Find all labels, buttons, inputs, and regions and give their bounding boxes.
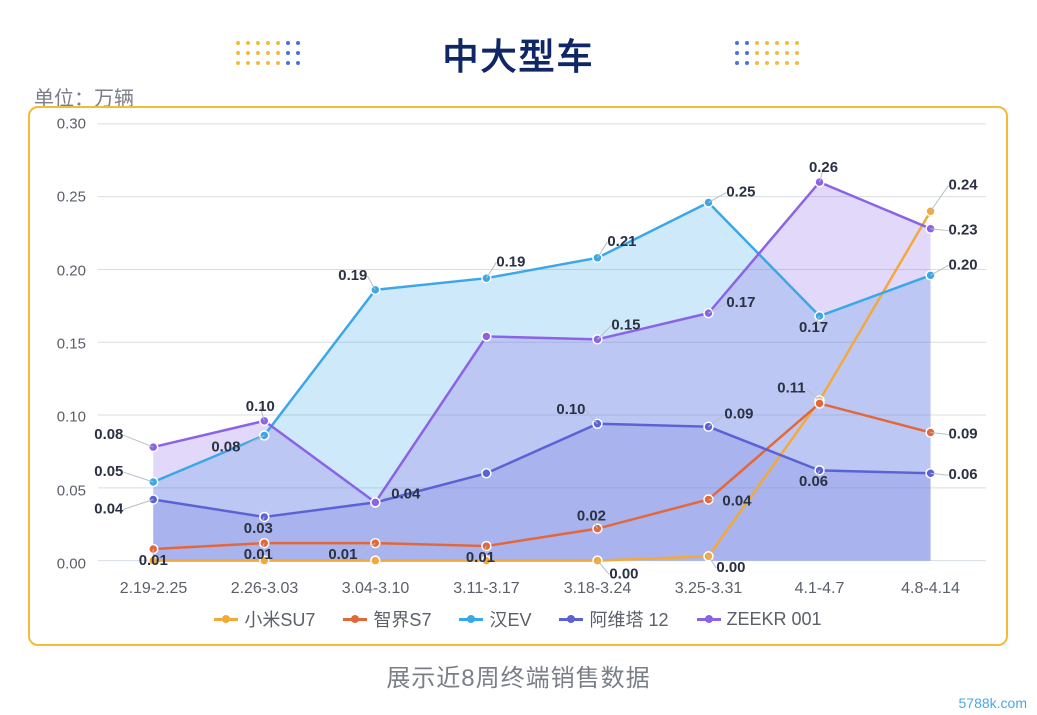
y-axis-labels: 0.000.050.100.150.200.250.30 — [42, 108, 86, 644]
subtitle: 展示近8周终端销售数据 — [0, 658, 1037, 693]
page-title: 中大型车 — [442, 28, 594, 80]
svg-text:0.17: 0.17 — [799, 320, 828, 336]
svg-text:0.01: 0.01 — [466, 550, 495, 566]
x-axis-tick: 4.1-4.7 — [764, 580, 875, 598]
svg-text:0.25: 0.25 — [726, 185, 755, 201]
svg-text:0.23: 0.23 — [948, 223, 977, 239]
legend-label: 汉EV — [489, 606, 531, 632]
svg-text:0.06: 0.06 — [799, 474, 828, 490]
svg-text:0.10: 0.10 — [556, 402, 585, 418]
x-axis-tick: 3.04-3.10 — [320, 580, 431, 598]
svg-text:0.01: 0.01 — [244, 547, 273, 563]
svg-text:0.01: 0.01 — [328, 547, 357, 563]
svg-text:0.09: 0.09 — [724, 407, 753, 423]
svg-text:0.02: 0.02 — [577, 509, 606, 525]
svg-text:0.21: 0.21 — [607, 234, 636, 250]
x-axis-tick: 3.25-3.31 — [653, 580, 764, 598]
svg-text:0.04: 0.04 — [391, 486, 421, 502]
svg-text:0.06: 0.06 — [948, 467, 977, 483]
title-row: 中大型车 — [0, 0, 1037, 80]
svg-text:0.15: 0.15 — [611, 317, 640, 333]
svg-text:0.04: 0.04 — [94, 501, 124, 517]
x-axis-tick: 2.26-3.03 — [209, 580, 320, 598]
legend-item: 阿维塔 12 — [559, 606, 668, 632]
line-chart: 0.000.000.110.240.010.010.010.010.020.04… — [30, 108, 1006, 644]
watermark: 5788k.com — [959, 695, 1027, 711]
svg-text:0.05: 0.05 — [94, 464, 123, 480]
svg-text:0.19: 0.19 — [496, 254, 525, 270]
legend-item: 小米SU7 — [214, 606, 315, 632]
svg-text:0.26: 0.26 — [809, 160, 838, 176]
legend-label: 小米SU7 — [244, 606, 315, 632]
legend-item: 汉EV — [459, 606, 531, 632]
svg-text:0.04: 0.04 — [722, 493, 752, 509]
legend-item: 智界S7 — [343, 606, 431, 632]
svg-text:0.20: 0.20 — [948, 257, 977, 273]
chart-legend: 小米SU7 智界S7 汉EV 阿维塔 12 ZEEKR 001 — [30, 606, 1006, 632]
x-axis-tick: 4.8-4.14 — [875, 580, 986, 598]
x-axis-tick: 3.11-3.17 — [431, 580, 542, 598]
decorative-dots-left — [236, 41, 302, 67]
decorative-dots-right — [735, 41, 801, 67]
svg-text:0.17: 0.17 — [726, 295, 755, 311]
svg-text:0.09: 0.09 — [948, 426, 977, 442]
legend-label: ZEEKR 001 — [727, 609, 822, 630]
svg-text:0.11: 0.11 — [777, 381, 805, 397]
legend-item: ZEEKR 001 — [697, 606, 822, 632]
svg-text:0.19: 0.19 — [338, 268, 367, 284]
svg-text:0.10: 0.10 — [246, 399, 275, 415]
legend-label: 智界S7 — [373, 606, 431, 632]
chart-frame: 0.000.000.110.240.010.010.010.010.020.04… — [28, 106, 1008, 646]
svg-text:0.03: 0.03 — [244, 521, 273, 537]
x-axis-tick: 3.18-3.24 — [542, 580, 653, 598]
legend-label: 阿维塔 12 — [589, 606, 668, 632]
svg-text:0.24: 0.24 — [948, 177, 978, 193]
svg-text:0.00: 0.00 — [716, 560, 745, 576]
svg-text:0.01: 0.01 — [139, 553, 168, 569]
x-axis-tick: 2.19-2.25 — [98, 580, 209, 598]
svg-text:0.08: 0.08 — [94, 427, 123, 443]
svg-text:0.08: 0.08 — [211, 439, 240, 455]
x-axis-labels: 2.19-2.252.26-3.033.04-3.103.11-3.173.18… — [30, 580, 1006, 598]
